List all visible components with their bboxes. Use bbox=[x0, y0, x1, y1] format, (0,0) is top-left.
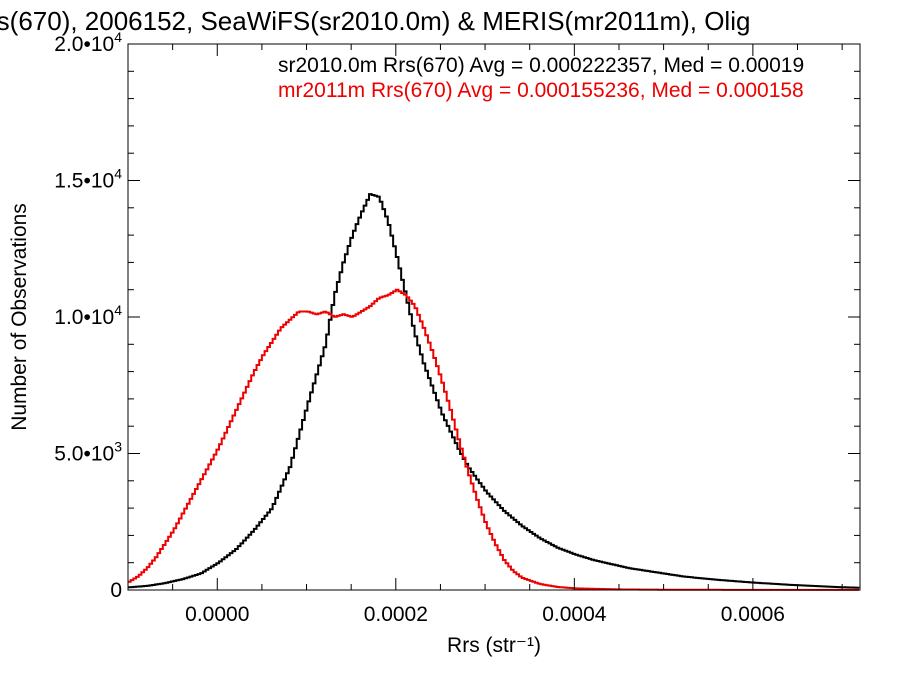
y-tick-label: 1.5•104 bbox=[54, 166, 122, 193]
chart-title: rs(670), 2006152, SeaWiFS(sr2010.0m) & M… bbox=[0, 6, 750, 36]
x-tick-label: 0.0004 bbox=[542, 603, 607, 626]
x-tick-label: 0.0000 bbox=[185, 603, 249, 626]
y-tick-labels-group: 0 5.0•103 1.0•104 1.5•104 2.0•104 bbox=[54, 29, 122, 602]
annotation-sr2010: sr2010.0m Rrs(670) Avg = 0.000222357, Me… bbox=[278, 54, 804, 77]
y-tick-label: 0 bbox=[110, 579, 122, 602]
y-tick-label: 1.0•104 bbox=[54, 302, 122, 329]
x-axis-label: Rrs (str⁻¹) bbox=[447, 634, 541, 657]
plot-series-group bbox=[128, 193, 861, 591]
x-tick-label: 0.0006 bbox=[721, 603, 785, 626]
y-axis-label: Number of Observations bbox=[8, 203, 31, 431]
series-line-0 bbox=[128, 193, 861, 589]
axis-ticks-group bbox=[127, 43, 860, 591]
x-tick-label: 0.0002 bbox=[364, 603, 428, 626]
x-tick-labels-group: 0.0000 0.0002 0.0004 0.0006 bbox=[185, 603, 785, 626]
plot-frame bbox=[127, 43, 861, 591]
y-tick-label: 5.0•103 bbox=[54, 439, 122, 466]
annotation-mr2011: mr2011m Rrs(670) Avg = 0.000155236, Med … bbox=[278, 79, 804, 102]
series-line-1 bbox=[128, 288, 860, 591]
y-tick-label: 2.0•104 bbox=[54, 29, 122, 56]
